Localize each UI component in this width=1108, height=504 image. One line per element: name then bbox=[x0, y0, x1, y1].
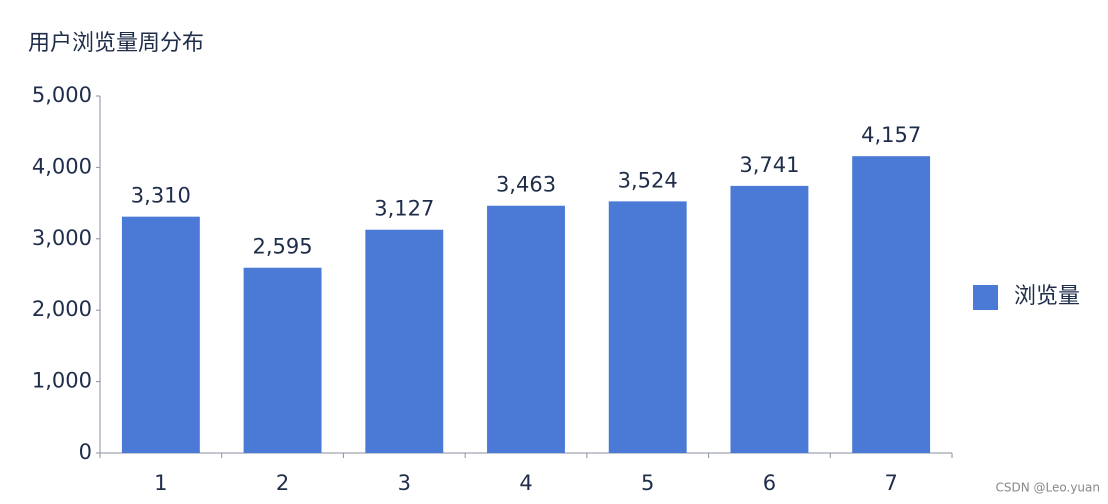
bar bbox=[243, 267, 322, 453]
y-tick-label: 1,000 bbox=[32, 369, 92, 393]
value-label: 3,127 bbox=[374, 197, 434, 221]
value-label: 4,157 bbox=[861, 123, 921, 147]
y-tick-label: 5,000 bbox=[32, 83, 92, 107]
value-label: 3,741 bbox=[739, 153, 799, 177]
legend-swatch bbox=[973, 285, 998, 310]
x-tick-label: 1 bbox=[154, 471, 167, 495]
bar bbox=[852, 156, 931, 454]
x-tick-label: 7 bbox=[884, 471, 897, 495]
bar bbox=[730, 185, 809, 454]
y-tick-label: 4,000 bbox=[32, 154, 92, 178]
bar bbox=[365, 229, 444, 453]
legend-label: 浏览量 bbox=[1014, 284, 1080, 309]
y-tick-label: 0 bbox=[79, 440, 92, 464]
watermark: CSDN @Leo.yuan bbox=[996, 481, 1101, 495]
bar bbox=[487, 205, 565, 453]
x-tick-label: 3 bbox=[398, 471, 411, 495]
value-label: 3,310 bbox=[131, 184, 191, 208]
bar bbox=[608, 201, 687, 453]
x-tick-label: 5 bbox=[641, 471, 654, 495]
value-label: 3,524 bbox=[618, 168, 678, 192]
value-label: 3,463 bbox=[496, 173, 556, 197]
x-tick-label: 6 bbox=[763, 471, 776, 495]
chart-title: 用户浏览量周分布 bbox=[28, 31, 204, 56]
value-label: 2,595 bbox=[253, 235, 313, 259]
bar bbox=[121, 216, 200, 453]
x-tick-label: 4 bbox=[519, 471, 532, 495]
y-tick-label: 2,000 bbox=[32, 297, 92, 321]
x-tick-label: 2 bbox=[276, 471, 289, 495]
y-tick-label: 3,000 bbox=[32, 226, 92, 250]
